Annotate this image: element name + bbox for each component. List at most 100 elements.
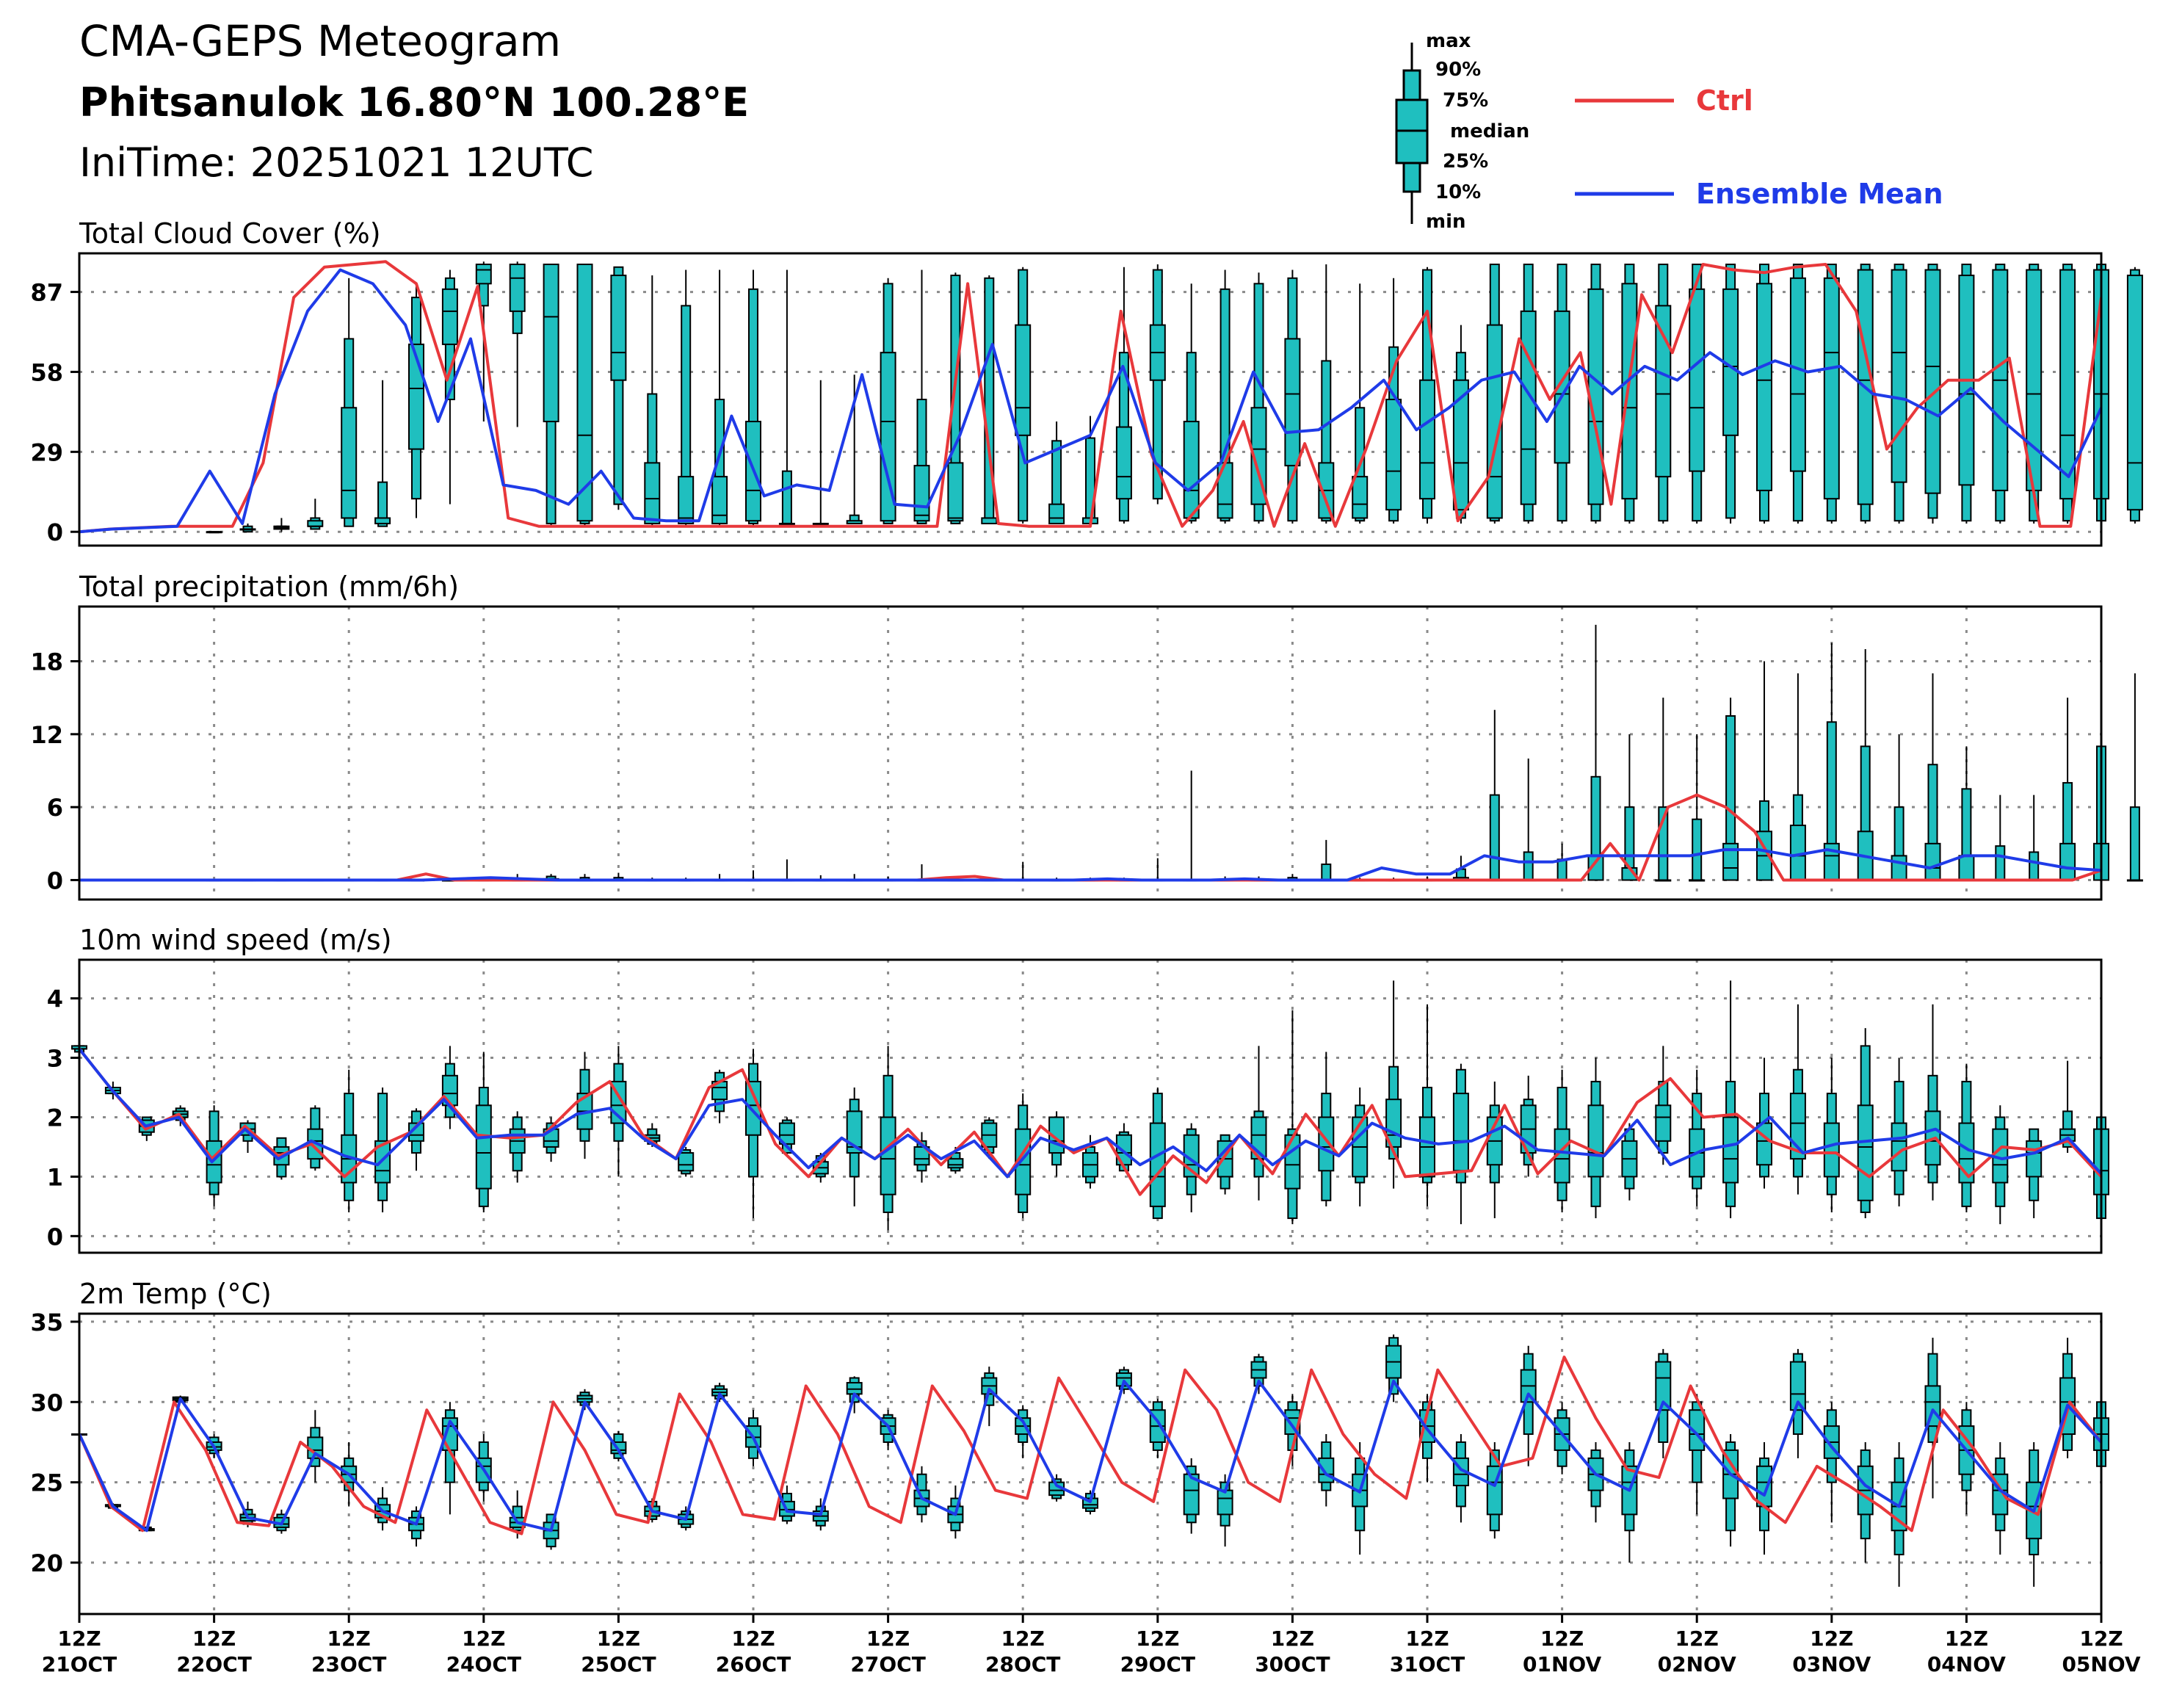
ensemble-box	[1789, 1004, 1806, 1195]
ensemble-box	[1789, 673, 1806, 881]
box-p25-p75	[711, 476, 728, 524]
x-tick-label-date: 23OCT	[311, 1652, 386, 1676]
box-p25-p75	[1924, 1385, 1941, 1427]
ensemble-box	[408, 283, 424, 518]
box-p25-p75	[576, 264, 593, 522]
ensemble-box	[1115, 1367, 1132, 1394]
x-tick-label-date: 24OCT	[446, 1652, 521, 1676]
y-tick-label: 18	[30, 648, 63, 676]
y-tick-label: 58	[30, 358, 63, 386]
ensemble-box	[880, 1046, 896, 1231]
ensemble-box	[1992, 264, 2009, 524]
ensemble-box	[1587, 264, 1604, 524]
box-p25-p75	[913, 465, 930, 522]
ensemble-box	[880, 1410, 896, 1450]
box-p25-p75	[1722, 842, 1739, 881]
box-p25-p75	[778, 1122, 795, 1145]
chart-title: CMA-GEPS Meteogram	[79, 16, 561, 66]
ensemble-box	[1554, 1069, 1570, 1212]
ensemble-box	[2059, 264, 2076, 524]
box-p25-p75	[1924, 842, 1941, 881]
ensemble-box	[1722, 264, 1739, 524]
ensemble-box	[913, 269, 930, 524]
box-p25-p75	[1823, 277, 1840, 500]
ctrl-line	[79, 1356, 2101, 1535]
x-tick-label-hour: 12Z	[1271, 1626, 1314, 1651]
panel-temperature: 2m Temp (°C) 20 25 30 35	[30, 1278, 2109, 1615]
box-p10-p90	[1321, 863, 1332, 881]
box-p25-p75	[1250, 407, 1267, 505]
y-tick-label: 20	[30, 1549, 63, 1577]
box-p25-p75	[1554, 310, 1570, 464]
box-p10-p90	[1523, 851, 1534, 881]
ensemble-box	[1655, 264, 1672, 524]
box-p25-p75	[947, 1158, 964, 1169]
box-p25-p75	[1891, 855, 1907, 881]
ensemble-box	[307, 1105, 324, 1171]
box-p25-p75	[1756, 283, 1772, 491]
ensemble-box	[1520, 264, 1537, 524]
panel-frame	[78, 252, 2103, 547]
ensemble-box	[2026, 795, 2043, 882]
ensemble-box	[2026, 1128, 2043, 1219]
ensemble-box	[1857, 1028, 1874, 1219]
ensemble-box	[1655, 698, 1672, 882]
ensemble-box	[1689, 1394, 1706, 1515]
box-p25-p75	[1655, 1361, 1672, 1411]
box-p25-p75	[374, 517, 391, 524]
x-tick-label-date: 05NOV	[2062, 1652, 2140, 1676]
ensemble-box	[1452, 1434, 1469, 1523]
ensemble-box	[543, 264, 559, 526]
box-p25-p75	[1048, 503, 1065, 524]
y-tick-label: 0	[47, 1223, 63, 1251]
box-p25-p75	[947, 462, 964, 522]
ensemble-box	[1857, 648, 1874, 881]
legend-p10-label: 10%	[1435, 181, 1481, 203]
box-p25-p75	[610, 275, 627, 381]
ensemble-box	[1891, 1057, 1907, 1206]
ensemble-box	[1823, 1402, 1840, 1523]
ensemble-box	[1486, 1081, 1503, 1219]
ensemble-box	[1621, 734, 1638, 881]
x-tick-label-hour: 12Z	[327, 1626, 371, 1651]
box-p25-p75	[1284, 1134, 1301, 1190]
ensemble-box	[1149, 858, 1166, 882]
ensemble-box	[2059, 698, 2076, 881]
box-p25-p75	[913, 1146, 930, 1166]
box-p25-p75	[1015, 324, 1032, 436]
ensemble-box	[2126, 673, 2143, 882]
box-p25-p75	[475, 264, 492, 285]
ensemble-box	[1587, 1057, 1604, 1219]
ensemble-box	[1689, 264, 1706, 524]
box-p25-p75	[1352, 476, 1369, 519]
ensemble-box	[307, 499, 324, 530]
ensemble-box	[1655, 1046, 1672, 1165]
box-p25-p75	[341, 407, 358, 519]
ensemble-box	[1891, 264, 1907, 524]
ensemble-box	[1621, 1123, 1638, 1201]
ensemble-box	[913, 1466, 930, 1523]
ensemble-box	[711, 269, 728, 526]
ensemble-box	[1655, 1349, 1672, 1458]
box-p25-p75	[441, 288, 458, 345]
ensemble-box	[678, 1146, 695, 1177]
ensemble-box	[509, 1111, 526, 1183]
ensemble-box	[745, 269, 761, 526]
ensemble-mean-line	[79, 848, 2101, 882]
x-tick-label-hour: 12Z	[1810, 1626, 1853, 1651]
ensemble-box	[2026, 264, 2043, 524]
panel-title: 2m Temp (°C)	[79, 1278, 272, 1310]
y-tick-label: 0	[47, 867, 63, 895]
ensemble-box	[2059, 1337, 2076, 1458]
y-tick-label: 35	[30, 1309, 63, 1336]
legend-max-label: max	[1426, 30, 1471, 52]
ensemble-box	[273, 518, 290, 532]
x-tick-label-date: 01NOV	[1523, 1652, 1601, 1676]
ensemble-mean-line	[79, 268, 2101, 534]
ctrl-line	[79, 260, 2101, 534]
ensemble-box	[1352, 1088, 1369, 1206]
ensemble-box	[1756, 264, 1772, 524]
box-p25-p75	[1655, 305, 1672, 478]
ensemble-box	[947, 1146, 964, 1174]
